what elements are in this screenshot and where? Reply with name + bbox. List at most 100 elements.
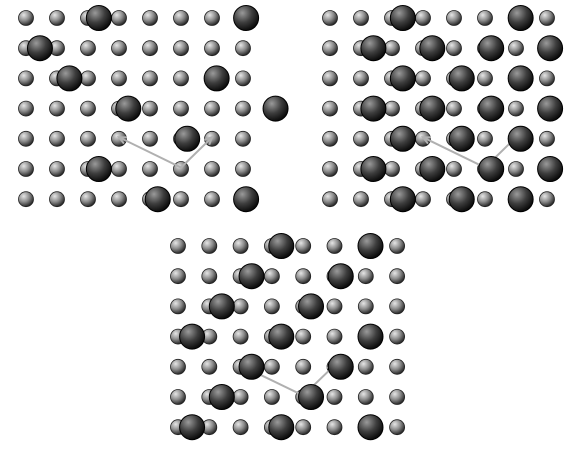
small-atom	[49, 10, 65, 26]
small-atom	[477, 130, 493, 147]
panel-top-right	[322, 5, 564, 213]
large-atom	[448, 65, 475, 92]
small-atom	[322, 130, 338, 147]
large-atom	[357, 233, 384, 259]
small-atom	[415, 70, 431, 87]
large-atom	[115, 95, 142, 122]
small-atom	[232, 389, 249, 405]
arrowhead	[420, 136, 432, 145]
small-atom	[80, 100, 96, 117]
small-atom	[18, 161, 34, 177]
small-atom	[477, 10, 493, 26]
small-atom	[173, 10, 189, 26]
small-atom	[235, 161, 251, 177]
small-atom	[111, 10, 127, 26]
large-atom	[507, 125, 534, 152]
small-atom	[18, 191, 34, 208]
large-atom	[389, 125, 416, 152]
large-atom	[389, 186, 416, 213]
large-atom	[56, 65, 83, 92]
panel-bottom	[170, 233, 406, 441]
large-atom	[174, 125, 201, 152]
small-atom	[446, 161, 462, 177]
small-atom	[389, 268, 406, 285]
small-atom	[201, 238, 218, 254]
large-atom	[507, 5, 534, 31]
large-atom	[448, 186, 475, 213]
small-atom	[389, 298, 406, 315]
small-atom	[235, 130, 251, 147]
small-atom	[295, 268, 312, 285]
lattice-vector-arrow	[118, 136, 213, 169]
small-atom	[263, 358, 280, 375]
small-atom	[232, 238, 249, 254]
small-atom	[326, 298, 343, 315]
small-atom	[49, 161, 65, 177]
small-atom	[232, 419, 249, 436]
small-atom	[446, 40, 462, 57]
small-atom	[508, 100, 524, 117]
small-atom	[357, 389, 374, 405]
small-atom	[384, 100, 400, 117]
small-atom	[142, 40, 158, 57]
small-atom	[322, 191, 338, 208]
small-atom	[170, 389, 186, 405]
small-atom	[357, 358, 374, 375]
small-atom	[80, 70, 96, 87]
large-atom	[357, 323, 384, 350]
small-atom	[204, 40, 220, 57]
small-atom	[170, 298, 186, 315]
arrowhead	[116, 136, 128, 145]
small-atom	[232, 298, 249, 315]
small-atom	[235, 70, 251, 87]
large-atom	[327, 263, 354, 290]
small-atom	[322, 40, 338, 57]
small-atom	[142, 10, 158, 26]
small-atom	[415, 191, 431, 208]
small-atom	[80, 40, 96, 57]
large-atom	[478, 95, 505, 122]
large-atom	[448, 125, 475, 152]
small-atom	[173, 100, 189, 117]
small-atom	[18, 130, 34, 147]
small-atom	[384, 161, 400, 177]
small-atom	[49, 130, 65, 147]
small-atom	[173, 191, 189, 208]
small-atom	[295, 419, 312, 436]
large-atom	[478, 156, 505, 182]
large-atom	[298, 384, 325, 410]
large-atom	[419, 35, 446, 62]
small-atom	[170, 238, 186, 254]
small-atom	[477, 70, 493, 87]
small-atom	[322, 10, 338, 26]
small-atom	[539, 191, 555, 208]
large-atom	[507, 65, 534, 92]
large-atom	[268, 323, 295, 350]
large-atom	[208, 293, 235, 320]
small-atom	[201, 268, 218, 285]
small-atom	[263, 389, 280, 405]
small-atom	[170, 358, 186, 375]
small-atom	[326, 419, 343, 436]
large-atom	[389, 5, 416, 31]
small-atom	[111, 161, 127, 177]
small-atom	[326, 328, 343, 345]
large-atom	[389, 65, 416, 92]
small-atom	[353, 130, 369, 147]
small-atom	[170, 268, 186, 285]
large-atom	[357, 414, 384, 441]
large-atom	[419, 156, 446, 182]
small-atom	[384, 40, 400, 57]
small-atom	[539, 10, 555, 26]
small-atom	[173, 70, 189, 87]
large-atom	[360, 156, 387, 182]
small-atom	[49, 191, 65, 208]
small-atom	[49, 100, 65, 117]
small-atom	[389, 389, 406, 405]
large-atom	[238, 353, 265, 380]
large-atom	[360, 95, 387, 122]
small-atom	[389, 328, 406, 345]
large-atom	[268, 233, 295, 259]
small-atom	[111, 40, 127, 57]
small-atom	[353, 191, 369, 208]
